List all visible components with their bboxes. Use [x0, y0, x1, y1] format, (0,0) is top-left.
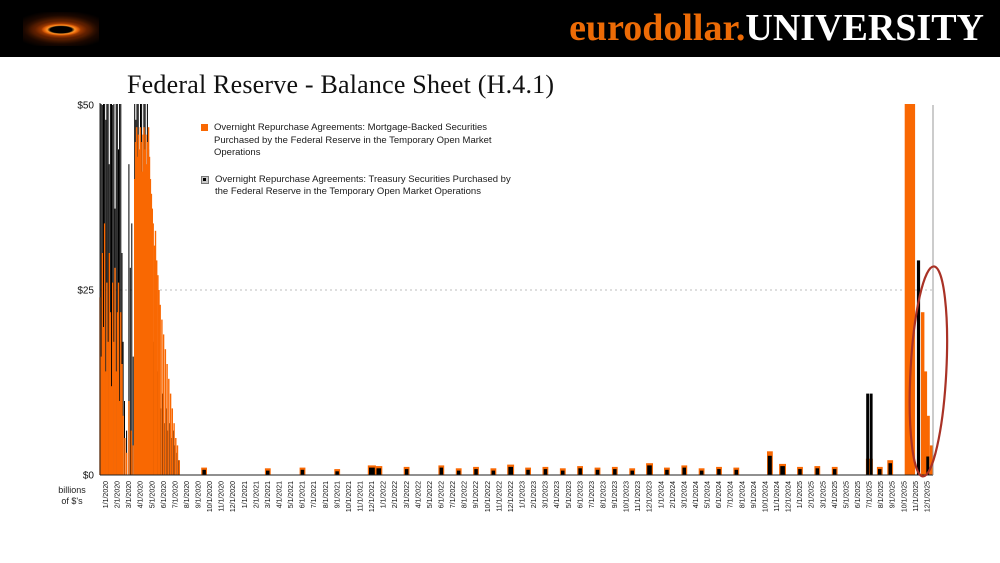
svg-text:10/1/2024: 10/1/2024 [762, 481, 769, 512]
svg-text:10/1/2021: 10/1/2021 [346, 481, 353, 512]
y-axis-unit-line1: billions [58, 485, 86, 495]
svg-text:3/1/2021: 3/1/2021 [265, 481, 272, 508]
svg-text:9/1/2021: 9/1/2021 [334, 481, 341, 508]
svg-text:12/1/2024: 12/1/2024 [786, 481, 793, 512]
svg-text:1/1/2024: 1/1/2024 [658, 481, 665, 508]
svg-text:8/1/2023: 8/1/2023 [601, 481, 608, 508]
y-tick-labels: $0 $25 $50 [77, 101, 94, 482]
svg-text:3/1/2025: 3/1/2025 [820, 481, 827, 508]
svg-text:$0: $0 [83, 471, 95, 482]
legend-label-treasury: Overnight Repurchase Agreements: Treasur… [215, 173, 511, 198]
header-bar: eurodollar.UNIVERSITY [0, 0, 1000, 57]
svg-text:2/1/2021: 2/1/2021 [253, 481, 260, 508]
svg-text:6/1/2020: 6/1/2020 [161, 481, 168, 508]
svg-text:5/1/2024: 5/1/2024 [705, 481, 712, 508]
svg-text:4/1/2025: 4/1/2025 [832, 481, 839, 508]
svg-text:12/1/2025: 12/1/2025 [924, 481, 931, 512]
svg-text:11/1/2023: 11/1/2023 [635, 481, 642, 512]
svg-text:7/1/2023: 7/1/2023 [589, 481, 596, 508]
svg-text:9/1/2022: 9/1/2022 [473, 481, 480, 508]
brand-eurodollar: eurodollar. [569, 7, 746, 49]
svg-text:10/1/2025: 10/1/2025 [901, 481, 908, 512]
svg-text:12/1/2020: 12/1/2020 [230, 481, 237, 512]
svg-text:5/1/2020: 5/1/2020 [149, 481, 156, 508]
svg-text:7/1/2024: 7/1/2024 [728, 481, 735, 508]
svg-text:5/1/2022: 5/1/2022 [427, 481, 434, 508]
svg-text:2/1/2024: 2/1/2024 [670, 481, 677, 508]
svg-text:12/1/2021: 12/1/2021 [369, 481, 376, 512]
svg-text:8/1/2022: 8/1/2022 [462, 481, 469, 508]
svg-text:12/1/2022: 12/1/2022 [508, 481, 515, 512]
x-tick-labels: 1/1/2020 2/1/2020 3/1/2020 4/1/2020 5/1/2020… [103, 481, 931, 512]
svg-text:2/1/2022: 2/1/2022 [392, 481, 399, 508]
svg-text:$50: $50 [77, 101, 94, 112]
svg-text:2/1/2023: 2/1/2023 [531, 481, 538, 508]
svg-text:3/1/2023: 3/1/2023 [543, 481, 550, 508]
recent-spike-annotation [908, 265, 949, 478]
svg-text:12/1/2023: 12/1/2023 [647, 481, 654, 512]
chart-legend: Overnight Repurchase Agreements: Mortgag… [201, 122, 561, 213]
svg-text:11/1/2021: 11/1/2021 [358, 481, 365, 512]
svg-text:10/1/2023: 10/1/2023 [624, 481, 631, 512]
eurodollar-logo [17, 5, 105, 52]
svg-text:7/1/2025: 7/1/2025 [867, 481, 874, 508]
svg-text:1/1/2022: 1/1/2022 [381, 481, 388, 508]
treasury-marker-dot [203, 177, 206, 181]
svg-text:4/1/2021: 4/1/2021 [277, 481, 284, 508]
svg-text:9/1/2025: 9/1/2025 [890, 481, 897, 508]
svg-text:11/1/2020: 11/1/2020 [219, 481, 226, 512]
svg-text:9/1/2020: 9/1/2020 [196, 481, 203, 508]
svg-text:11/1/2022: 11/1/2022 [496, 481, 503, 512]
svg-text:2/1/2020: 2/1/2020 [115, 481, 122, 508]
svg-text:4/1/2020: 4/1/2020 [138, 481, 145, 508]
svg-text:11/1/2024: 11/1/2024 [774, 481, 781, 512]
svg-text:6/1/2021: 6/1/2021 [300, 481, 307, 508]
svg-text:8/1/2024: 8/1/2024 [739, 481, 746, 508]
treasury-legend-marker-icon [201, 175, 209, 184]
legend-item-treasury: Overnight Repurchase Agreements: Treasur… [201, 174, 561, 199]
page-title: Federal Reserve - Balance Sheet (H.4.1) [127, 70, 555, 99]
brand-university: UNIVERSITY [745, 7, 984, 49]
svg-text:10/1/2022: 10/1/2022 [485, 481, 492, 512]
svg-text:8/1/2025: 8/1/2025 [878, 481, 885, 508]
svg-text:6/1/2025: 6/1/2025 [855, 481, 862, 508]
svg-text:7/1/2021: 7/1/2021 [311, 481, 318, 508]
black-hole-icon [23, 11, 99, 46]
svg-text:6/1/2022: 6/1/2022 [439, 481, 446, 508]
svg-text:9/1/2024: 9/1/2024 [751, 481, 758, 508]
svg-text:5/1/2021: 5/1/2021 [288, 481, 295, 508]
svg-text:6/1/2023: 6/1/2023 [577, 481, 584, 508]
bars [99, 104, 933, 476]
svg-text:5/1/2025: 5/1/2025 [843, 481, 850, 508]
svg-text:$25: $25 [77, 286, 94, 297]
svg-text:3/1/2020: 3/1/2020 [126, 481, 133, 508]
y-axis-unit-label: billions of $'s [48, 485, 96, 508]
svg-text:10/1/2020: 10/1/2020 [207, 481, 214, 512]
svg-text:1/1/2025: 1/1/2025 [797, 481, 804, 508]
y-axis-unit-line2: of $'s [61, 496, 83, 507]
svg-text:5/1/2023: 5/1/2023 [566, 481, 573, 508]
svg-text:8/1/2021: 8/1/2021 [323, 481, 330, 508]
svg-text:4/1/2023: 4/1/2023 [554, 481, 561, 508]
svg-text:1/1/2023: 1/1/2023 [520, 481, 527, 508]
svg-text:9/1/2023: 9/1/2023 [612, 481, 619, 508]
svg-text:1/1/2021: 1/1/2021 [242, 481, 249, 508]
legend-label-mbs: Overnight Repurchase Agreements: Mortgag… [214, 122, 492, 159]
svg-text:11/1/2025: 11/1/2025 [913, 481, 920, 512]
legend-item-mbs: Overnight Repurchase Agreements: Mortgag… [201, 122, 561, 160]
mbs-legend-marker-icon [201, 124, 208, 131]
brand-wordmark: eurodollar.UNIVERSITY [569, 0, 984, 57]
svg-text:4/1/2022: 4/1/2022 [415, 481, 422, 508]
svg-text:3/1/2022: 3/1/2022 [404, 481, 411, 508]
svg-text:4/1/2024: 4/1/2024 [693, 481, 700, 508]
svg-text:3/1/2024: 3/1/2024 [682, 481, 689, 508]
svg-text:6/1/2024: 6/1/2024 [716, 481, 723, 508]
svg-text:7/1/2020: 7/1/2020 [172, 481, 179, 508]
svg-text:8/1/2020: 8/1/2020 [184, 481, 191, 508]
svg-text:7/1/2022: 7/1/2022 [450, 481, 457, 508]
svg-text:1/1/2020: 1/1/2020 [103, 481, 110, 508]
svg-text:2/1/2025: 2/1/2025 [809, 481, 816, 508]
